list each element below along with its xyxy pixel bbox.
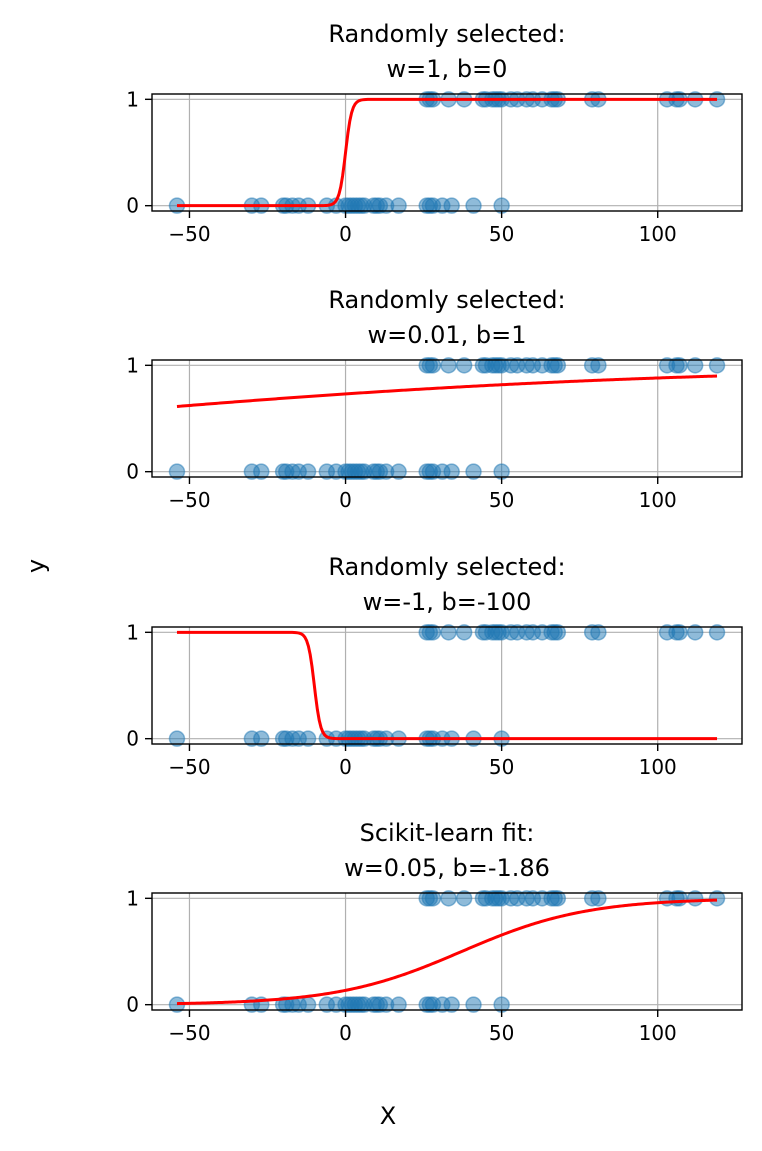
data-point-y1 bbox=[708, 357, 726, 374]
data-point-y0 bbox=[168, 463, 186, 480]
x-tick-label: −50 bbox=[168, 488, 210, 512]
x-tick-label: 100 bbox=[639, 755, 677, 779]
y-tick-label: 1 bbox=[126, 620, 139, 644]
sigmoid-curve bbox=[176, 97, 718, 208]
x-tick-label: 100 bbox=[639, 488, 677, 512]
data-point-y0 bbox=[299, 463, 317, 480]
x-axis-label: X bbox=[380, 1102, 396, 1130]
y-tick-label: 0 bbox=[126, 727, 139, 751]
subplot-title-line1: Scikit-learn fit: bbox=[360, 819, 535, 847]
x-tick-label: 0 bbox=[339, 488, 352, 512]
data-point-y0 bbox=[253, 730, 270, 747]
data-point-y0 bbox=[443, 463, 460, 480]
data-point-y0 bbox=[390, 463, 407, 480]
y-tick-label: 1 bbox=[126, 353, 139, 377]
y-tick-label: 1 bbox=[126, 886, 139, 910]
x-tick-label: −50 bbox=[168, 755, 210, 779]
data-point-y0 bbox=[465, 463, 482, 480]
y-tick-label: 0 bbox=[126, 460, 139, 484]
subplot-1: Randomly selected: w=1, b=0 −50 0 50 100 0 1 bbox=[126, 20, 743, 246]
subplot-title-line2: w=1, b=0 bbox=[387, 55, 508, 83]
data-point-y1 bbox=[590, 890, 607, 907]
subplot-2: Randomly selected: w=0.01, b=1 −50 0 50 100 0 1 bbox=[126, 286, 743, 512]
data-point-y1 bbox=[590, 357, 607, 374]
data-point-y0 bbox=[443, 197, 460, 214]
sigmoid-curve bbox=[176, 898, 718, 1006]
x-tick-label: 50 bbox=[489, 1021, 514, 1045]
data-point-y1 bbox=[455, 624, 473, 641]
x-tick-label: 100 bbox=[639, 222, 677, 246]
subplot-4: Scikit-learn fit:w=0.05, b=-1.86−50 0 50 10… bbox=[126, 819, 743, 1045]
axes-frame bbox=[151, 93, 743, 212]
y-tick-label: 0 bbox=[126, 993, 139, 1017]
x-tick-label: −50 bbox=[168, 222, 210, 246]
subplot-3: Randomly selected: w=-1, b=-100 −50 0 50 100 0… bbox=[126, 553, 743, 779]
axes-frame bbox=[151, 359, 743, 478]
data-point-y0 bbox=[390, 996, 407, 1013]
data-point-y1 bbox=[686, 624, 704, 641]
axes-frame bbox=[151, 892, 743, 1011]
data-point-y1 bbox=[549, 357, 567, 374]
data-point-y1 bbox=[549, 890, 567, 907]
data-point-y0 bbox=[253, 463, 270, 480]
data-point-y0 bbox=[390, 197, 407, 214]
subplot-title-line1: Randomly selected: bbox=[328, 286, 565, 314]
x-tick-label: 50 bbox=[489, 222, 514, 246]
data-point-y0 bbox=[465, 996, 482, 1013]
data-point-y1 bbox=[549, 624, 567, 641]
subplot-title-line2: w=-1, b=-100 bbox=[363, 588, 532, 616]
subplot-title-line2: w=0.05, b=-1.86 bbox=[344, 854, 550, 882]
y-tick-label: 0 bbox=[126, 194, 139, 218]
data-point-y1 bbox=[708, 624, 726, 641]
y-axis-label: y bbox=[22, 559, 50, 573]
x-tick-label: 0 bbox=[339, 755, 352, 779]
x-tick-label: 0 bbox=[339, 1021, 352, 1045]
sigmoid-curve bbox=[176, 630, 718, 741]
x-tick-label: 50 bbox=[489, 755, 514, 779]
subplot-title-line2: w=0.01, b=1 bbox=[367, 321, 526, 349]
data-point-y1 bbox=[455, 890, 473, 907]
axes-frame bbox=[151, 626, 743, 745]
sigmoid-curve bbox=[176, 374, 718, 408]
x-tick-label: −50 bbox=[168, 1021, 210, 1045]
data-point-y1 bbox=[590, 624, 607, 641]
data-point-y1 bbox=[686, 357, 704, 374]
data-point-y0 bbox=[443, 996, 460, 1013]
data-point-y0 bbox=[299, 730, 317, 747]
y-tick-label: 1 bbox=[126, 87, 139, 111]
x-tick-label: 50 bbox=[489, 488, 514, 512]
x-tick-label: 0 bbox=[339, 222, 352, 246]
x-tick-label: 100 bbox=[639, 1021, 677, 1045]
data-point-y0 bbox=[168, 730, 186, 747]
subplot-title-line1: Randomly selected: bbox=[328, 20, 565, 48]
data-point-y1 bbox=[455, 357, 473, 374]
subplot-title-line1: Randomly selected: bbox=[328, 553, 565, 581]
data-point-y0 bbox=[465, 197, 482, 214]
data-point-y1 bbox=[708, 890, 726, 907]
